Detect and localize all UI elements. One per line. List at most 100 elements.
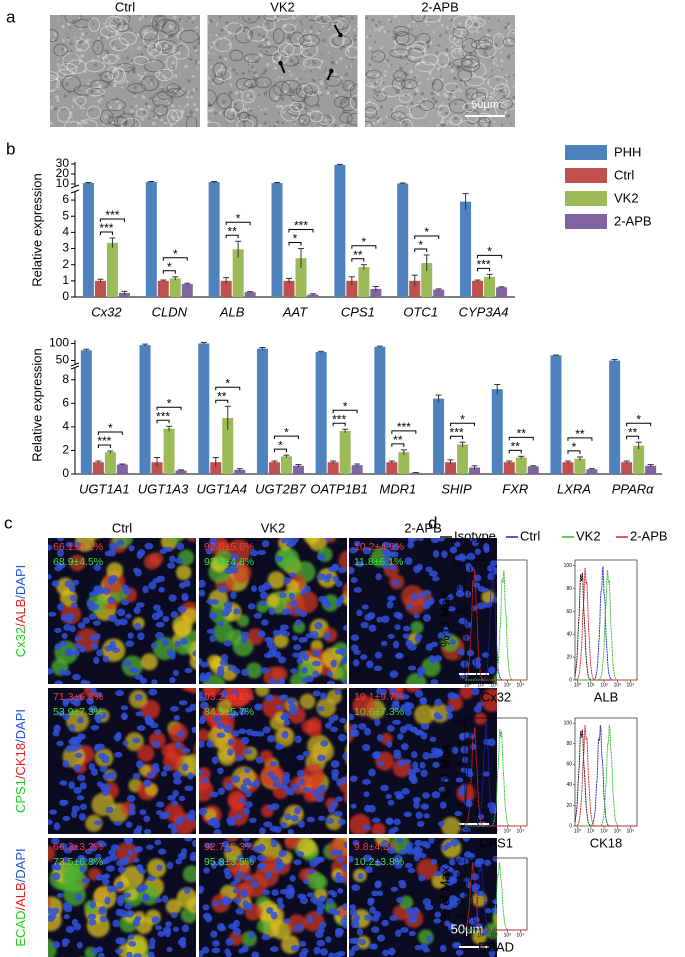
nucleus: [181, 747, 191, 754]
cell-outline: [457, 120, 477, 127]
nucleus: [200, 701, 209, 710]
texture: [132, 70, 136, 74]
texture: [441, 63, 444, 66]
nucleus: [284, 813, 292, 821]
nucleus: [299, 896, 309, 905]
texture: [231, 37, 234, 40]
texture: [257, 45, 261, 48]
nucleus: [62, 713, 70, 720]
cell: [441, 816, 461, 834]
fluorescence-image: 71.3±6.8%53.9±7.3%: [48, 688, 196, 834]
nucleus: [107, 771, 117, 780]
y-tick-label: 40: [456, 900, 462, 906]
texture: [56, 63, 60, 67]
texture: [244, 74, 247, 76]
texture: [325, 71, 328, 75]
histogram-curve: [465, 566, 527, 681]
nucleus: [290, 668, 298, 674]
bar: [586, 469, 598, 474]
texture: [127, 71, 130, 74]
cell: [246, 662, 263, 679]
nucleus: [273, 651, 282, 658]
texture: [310, 59, 315, 64]
texture: [372, 55, 376, 59]
texture: [123, 98, 126, 101]
nucleus: [173, 778, 182, 785]
cell-outline: [394, 41, 409, 56]
nucleus: [454, 555, 463, 561]
y-tick-label: 100: [49, 336, 69, 350]
texture: [219, 72, 224, 77]
nucleus: [387, 633, 395, 639]
texture: [79, 36, 82, 40]
nucleus: [209, 791, 219, 798]
texture: [341, 123, 344, 126]
nucleus: [226, 816, 236, 825]
nucleus: [292, 652, 300, 658]
cell: [459, 688, 474, 700]
y-axis-label: % of Max: [437, 592, 452, 647]
nucleus: [350, 577, 358, 584]
nucleus: [334, 810, 343, 817]
texture: [55, 40, 58, 42]
nucleus: [240, 890, 248, 899]
axis-break: [70, 189, 80, 194]
texture: [266, 41, 270, 44]
texture: [151, 110, 153, 113]
nucleus: [349, 729, 358, 737]
nucleus: [436, 538, 446, 542]
texture: [218, 55, 223, 59]
texture: [499, 58, 504, 63]
nucleus: [459, 892, 468, 899]
texture: [71, 19, 75, 23]
nucleus: [233, 876, 241, 884]
cell-outline: [373, 91, 388, 102]
nucleus: [464, 590, 472, 598]
nucleus: [177, 730, 185, 738]
nucleus: [146, 771, 156, 779]
nucleus: [485, 908, 492, 914]
texture: [179, 43, 183, 47]
texture: [258, 105, 261, 107]
texture: [326, 91, 330, 95]
nucleus: [276, 704, 283, 711]
texture: [208, 59, 212, 63]
texture: [213, 111, 218, 116]
nucleus: [177, 605, 187, 613]
cell: [505, 884, 519, 898]
texture: [133, 80, 135, 83]
cell-outline: [207, 121, 221, 127]
texture: [96, 54, 100, 58]
bar: [409, 280, 421, 297]
texture: [320, 39, 323, 42]
texture: [210, 45, 214, 49]
plot-title: Cx32: [481, 689, 511, 704]
texture: [347, 58, 349, 60]
cell-outline: [281, 79, 301, 97]
nucleus: [136, 602, 145, 608]
nucleus: [474, 574, 482, 582]
nucleus: [172, 771, 182, 780]
nucleus: [62, 856, 71, 863]
nucleus: [383, 549, 391, 556]
texture: [388, 116, 390, 118]
texture: [173, 15, 177, 20]
nucleus: [317, 573, 326, 581]
bar: [460, 201, 472, 297]
texture: [389, 20, 393, 23]
nucleus: [192, 839, 196, 848]
texture: [266, 90, 269, 93]
texture: [57, 19, 59, 21]
bar: [256, 348, 268, 474]
texture: [268, 49, 270, 52]
texture: [380, 23, 383, 26]
texture: [179, 89, 182, 93]
nucleus: [56, 549, 64, 557]
texture: [71, 78, 73, 80]
texture: [415, 88, 419, 93]
texture: [148, 117, 151, 120]
nucleus: [368, 624, 377, 632]
nucleus: [455, 949, 464, 956]
nucleus: [162, 615, 170, 623]
bar: [181, 284, 193, 297]
